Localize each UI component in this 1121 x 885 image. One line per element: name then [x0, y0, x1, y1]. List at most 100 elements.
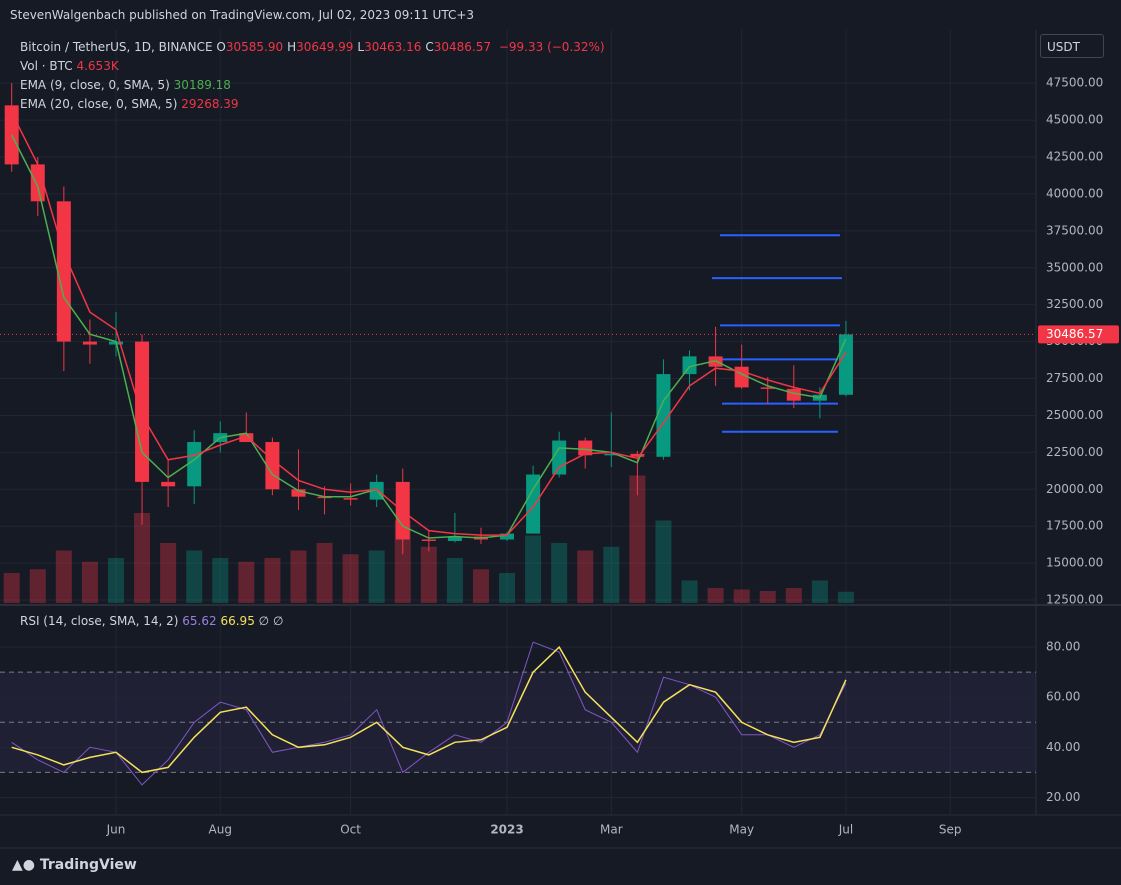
ema9-name: EMA (9, close, 0, SMA, 5): [20, 78, 170, 92]
volume-bar: [212, 558, 229, 603]
ohlc-value: 30463.16: [364, 40, 422, 54]
volume-legend: Vol · BTC 4.653K: [20, 59, 119, 73]
candle-body: [786, 388, 801, 401]
y-tick-label: 40.00: [1046, 740, 1080, 754]
x-tick-label: Aug: [209, 823, 232, 837]
volume-bar: [186, 550, 203, 603]
volume-bar: [785, 588, 802, 603]
volume-bar: [290, 550, 307, 603]
x-tick-label: Sep: [939, 823, 962, 837]
symbol-legend: Bitcoin / TetherUS, 1D, BINANCE O30585.9…: [20, 40, 605, 54]
rsi-extra: ∅: [258, 614, 270, 628]
volume-bar: [316, 543, 333, 603]
symbol: Bitcoin / TetherUS, 1D, BINANCE: [20, 40, 213, 54]
y-tick-label: 47500.00: [1046, 76, 1103, 90]
ohlc-value: 30585.90: [225, 40, 284, 54]
ohlc-value: 30486.57: [433, 40, 492, 54]
y-tick-label: 22500.00: [1046, 445, 1103, 459]
candle-body: [500, 533, 515, 540]
volume-bar: [577, 550, 594, 603]
y-tick-label: 80.00: [1046, 640, 1080, 654]
series-line: [11, 641, 847, 786]
volume-bar: [837, 591, 854, 603]
series-line: [11, 645, 847, 774]
x-tick-label: Jun: [106, 823, 126, 837]
ohlc: O30585.90 H30649.99 L30463.16 C30486.57: [216, 40, 495, 54]
volume-bar: [29, 569, 46, 603]
candle-body: [447, 536, 462, 541]
y-tick-label: 35000.00: [1046, 260, 1103, 274]
rsi-name: RSI (14, close, SMA, 14, 2): [20, 614, 179, 628]
change: −99.33 (−0.32%): [498, 40, 605, 54]
last-price-label: 30486.57: [1046, 327, 1103, 341]
candle-body: [161, 481, 176, 487]
candle-body: [343, 498, 358, 500]
y-tick-label: 15000.00: [1046, 556, 1103, 570]
y-tick-label: 42500.00: [1046, 150, 1103, 164]
footer-text: TradingView: [39, 857, 137, 873]
volume-bar: [629, 475, 646, 603]
series-line: [11, 134, 847, 539]
volume-bar: [55, 550, 72, 603]
volume-bar: [81, 561, 98, 603]
x-tick-label: Jul: [838, 823, 853, 837]
volume-bar: [368, 550, 385, 603]
ohlc-key: O: [216, 40, 226, 54]
y-tick-label: 25000.00: [1046, 408, 1103, 422]
candle-body: [187, 442, 202, 487]
volume-bar: [134, 513, 151, 603]
candle-body: [760, 387, 775, 389]
y-tick-label: 40000.00: [1046, 186, 1103, 200]
series-line: [11, 112, 847, 536]
ema9-legend: EMA (9, close, 0, SMA, 5) 30189.18: [20, 78, 231, 92]
candle-body: [552, 440, 567, 475]
ohlc-key: H: [287, 40, 297, 54]
x-tick-label: 2023: [490, 823, 523, 837]
publisher: StevenWalgenbach published on TradingVie…: [10, 8, 475, 22]
candle-body: [135, 341, 150, 482]
candle-body: [578, 440, 593, 456]
candle-body: [630, 453, 645, 457]
volume-bar: [811, 580, 828, 603]
volume-name: Vol · BTC: [20, 59, 73, 73]
currency-button[interactable]: USDT: [1040, 34, 1104, 58]
ema20-name: EMA (20, close, 0, SMA, 5): [20, 97, 178, 111]
volume-bar: [3, 573, 20, 603]
volume-bar: [264, 558, 281, 603]
ema20-last: 29268.39: [181, 97, 239, 111]
y-tick-label: 37500.00: [1046, 223, 1103, 237]
x-tick-label: Oct: [340, 823, 361, 837]
volume-bar: [472, 569, 489, 603]
y-tick-label: 17500.00: [1046, 519, 1103, 533]
rsi-extra: ∅: [272, 614, 284, 628]
rsi-pane: [0, 607, 1036, 815]
candle-body: [682, 356, 697, 375]
price-pane: [0, 30, 1036, 603]
y-tick-label: 32500.00: [1046, 297, 1103, 311]
candle-body: [291, 489, 306, 497]
footer-logo: ▲● TradingView: [12, 857, 137, 873]
volume-bar: [655, 520, 672, 603]
candle-body: [604, 453, 619, 456]
volume-bar: [446, 558, 463, 603]
volume-bar: [342, 554, 359, 603]
ema9-last: 30189.18: [173, 78, 231, 92]
volume-bar: [160, 543, 177, 603]
ohlc-key: C: [425, 40, 434, 54]
ema20-legend: EMA (20, close, 0, SMA, 5) 29268.39: [20, 97, 239, 111]
ohlc-value: 30649.99: [296, 40, 354, 54]
candle-body: [656, 374, 671, 457]
x-tick-label: May: [729, 823, 754, 837]
candle-body: [82, 341, 97, 345]
rsi-last: 65.62: [182, 614, 217, 628]
last-price-tag: [1038, 325, 1119, 344]
y-tick-label: 60.00: [1046, 690, 1080, 704]
volume-bar: [499, 573, 516, 603]
y-tick-label: 27500.00: [1046, 371, 1103, 385]
candle-body: [239, 433, 254, 443]
candle-body: [526, 474, 541, 534]
y-tick-label: 20000.00: [1046, 482, 1103, 496]
volume-bar: [759, 591, 776, 603]
